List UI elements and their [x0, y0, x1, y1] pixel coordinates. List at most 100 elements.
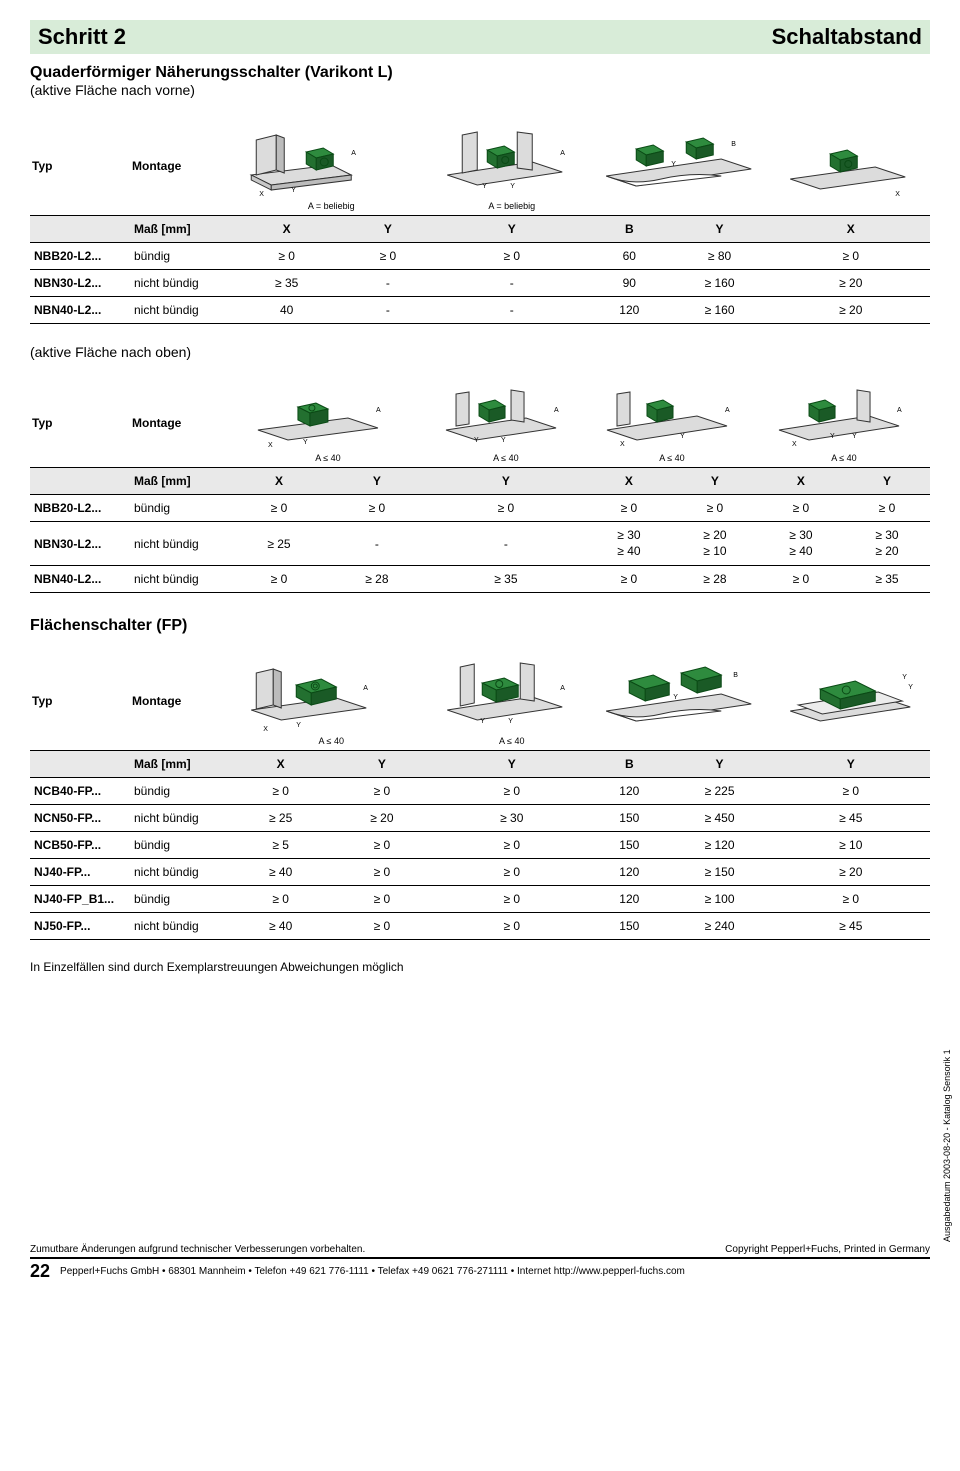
cell-montage: bündig — [130, 778, 230, 805]
cell-value: ≥ 0 — [343, 243, 432, 270]
cell-value: 60 — [591, 243, 668, 270]
diagram-cell: Y X A A ≤ 40 — [230, 651, 433, 751]
diagram-caption: A ≤ 40 — [588, 453, 756, 463]
table-row: NBB20-L2...bündig≥ 0≥ 0≥ 060≥ 80≥ 0 — [30, 243, 930, 270]
table-row: NBN40-L2...nicht bündig≥ 0≥ 28≥ 35≥ 0≥ 2… — [30, 566, 930, 593]
cell-typ: NCN50-FP... — [30, 805, 130, 832]
cell-value: ≥ 0 — [328, 495, 426, 522]
cell-value: 120 — [591, 859, 668, 886]
svg-text:Y: Y — [673, 694, 678, 701]
cell-montage: nicht bündig — [130, 297, 230, 324]
svg-text:Y: Y — [501, 437, 506, 444]
mounting-diagram-icon: Y Y X A — [760, 382, 928, 452]
cell-value: - — [433, 270, 591, 297]
table-row: NCB40-FP...bündig≥ 0≥ 0≥ 0120≥ 225≥ 0 — [30, 778, 930, 805]
cell-value: ≥ 30≥ 40 — [758, 522, 844, 566]
cell-value: ≥ 10 — [771, 832, 930, 859]
cell-value: ≥ 80 — [668, 243, 772, 270]
cell-value: ≥ 120 — [668, 832, 772, 859]
mounting-diagram-icon: Y B — [593, 659, 769, 739]
cell-value: ≥ 0 — [771, 243, 930, 270]
cell-value: ≥ 160 — [668, 270, 772, 297]
page-number: 22 — [30, 1261, 50, 1282]
cell-montage: nicht bündig — [130, 522, 230, 566]
cell-value: ≥ 0 — [230, 566, 328, 593]
svg-text:Y: Y — [903, 674, 908, 681]
table-row: NBN30-L2...nicht bündig≥ 35--90≥ 160≥ 20 — [30, 270, 930, 297]
svg-text:B: B — [731, 141, 736, 148]
cell-value: ≥ 0 — [758, 566, 844, 593]
svg-text:Y: Y — [482, 183, 487, 190]
table-section3: Typ Montage Y X A A ≤ 40 — [30, 651, 930, 940]
svg-text:Y: Y — [296, 722, 301, 729]
col-montage-label: Montage — [130, 116, 230, 216]
cell-typ: NBN40-L2... — [30, 297, 130, 324]
cell-montage: nicht bündig — [130, 913, 230, 940]
col-montage-label: Montage — [130, 378, 230, 468]
cell-montage: nicht bündig — [130, 859, 230, 886]
cell-montage: bündig — [130, 243, 230, 270]
section3-title: Flächenschalter (FP) — [30, 617, 930, 635]
cell-value: ≥ 0 — [230, 778, 331, 805]
footer-disclaimer: Zumutbare Änderungen aufgrund technische… — [30, 1244, 365, 1255]
cell-value: 150 — [591, 832, 668, 859]
cell-montage: bündig — [130, 832, 230, 859]
cell-value: ≥ 35 — [230, 270, 343, 297]
mounting-diagram-icon: Y X A — [232, 382, 424, 452]
svg-text:X: X — [792, 441, 797, 448]
svg-text:Y: Y — [510, 183, 515, 190]
diagram-caption: A ≤ 40 — [428, 453, 584, 463]
table-row: NCB50-FP...bündig≥ 5≥ 0≥ 0150≥ 120≥ 10 — [30, 832, 930, 859]
cell-typ: NJ40-FP... — [30, 859, 130, 886]
cell-montage: bündig — [130, 886, 230, 913]
table-header-row: Maß [mm] X Y Y B Y X — [30, 216, 930, 243]
table-row: NJ40-FP...nicht bündig≥ 40≥ 0≥ 0120≥ 150… — [30, 859, 930, 886]
mounting-diagram-icon: Y X A — [232, 120, 431, 200]
cell-value: 120 — [591, 886, 668, 913]
col-typ-label: Typ — [30, 651, 130, 751]
cell-value: ≥ 0 — [230, 495, 328, 522]
diagram-cell: Y Y — [771, 651, 930, 751]
cell-montage: nicht bündig — [130, 805, 230, 832]
cell-value: 120 — [591, 297, 668, 324]
footer-copyright: Copyright Pepperl+Fuchs, Printed in Germ… — [725, 1244, 930, 1255]
diagram-caption: A ≤ 40 — [760, 453, 928, 463]
svg-text:A: A — [351, 150, 356, 157]
svg-text:Y: Y — [508, 718, 513, 725]
cell-value: ≥ 20 — [771, 270, 930, 297]
cell-value: ≥ 28 — [672, 566, 758, 593]
table-row: NBN40-L2...nicht bündig40--120≥ 160≥ 20 — [30, 297, 930, 324]
cell-value: ≥ 0 — [331, 859, 432, 886]
diagram-caption: A ≤ 40 — [435, 736, 589, 746]
cell-typ: NBN30-L2... — [30, 270, 130, 297]
cell-value: ≥ 240 — [668, 913, 772, 940]
cell-value: ≥ 30 — [433, 805, 591, 832]
diagram-cell: Y Y A A ≤ 40 — [433, 651, 591, 751]
svg-text:Y: Y — [671, 161, 676, 168]
svg-text:X: X — [620, 441, 625, 448]
cell-value: ≥ 0 — [331, 913, 432, 940]
section1-title: Quaderförmiger Näherungsschalter (Variko… — [30, 64, 930, 82]
cell-typ: NJ40-FP_B1... — [30, 886, 130, 913]
cell-value: ≥ 45 — [771, 913, 930, 940]
diagram-cell: X — [771, 116, 930, 216]
diagram-cell: Y B — [591, 116, 771, 216]
footer-contact: Pepperl+Fuchs GmbH • 68301 Mannheim • Te… — [60, 1266, 685, 1277]
cell-value: - — [343, 297, 432, 324]
cell-value: ≥ 0 — [426, 495, 586, 522]
cell-value: ≥ 0 — [771, 778, 930, 805]
section1-subtitle: (aktive Fläche nach vorne) — [30, 82, 930, 98]
cell-typ: NCB50-FP... — [30, 832, 130, 859]
cell-value: 40 — [230, 297, 343, 324]
mounting-diagram-icon: Y Y A — [428, 382, 584, 452]
diagram-cell: Y X A A = beliebig — [230, 116, 433, 216]
cell-value: ≥ 20 — [331, 805, 432, 832]
cell-montage: bündig — [130, 495, 230, 522]
cell-value: ≥ 28 — [328, 566, 426, 593]
cell-value: ≥ 0 — [331, 832, 432, 859]
cell-value: ≥ 160 — [668, 297, 772, 324]
diagram-cell: Y X A A ≤ 40 — [230, 378, 426, 468]
diagram-caption: A ≤ 40 — [232, 736, 431, 746]
cell-value: ≥ 20 — [771, 297, 930, 324]
svg-text:Y: Y — [303, 439, 308, 446]
